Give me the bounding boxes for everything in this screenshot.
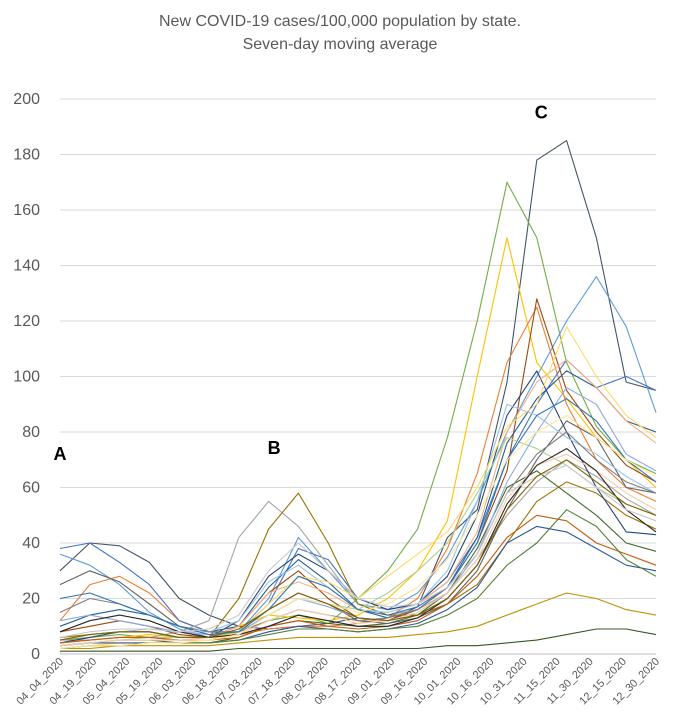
y-tick-label: 160: [13, 202, 40, 219]
series-line-7: [60, 459, 657, 641]
series-line-16: [59, 436, 657, 647]
series-line-26: [59, 448, 657, 638]
chart-title: New COVID-19 cases/100,000 population by…: [159, 13, 521, 30]
series-line-29: [59, 464, 657, 638]
series-line-23: [60, 628, 657, 652]
series-line-30: [59, 459, 657, 641]
series-line-3: [59, 237, 657, 644]
annotation-b: B: [268, 438, 281, 458]
y-tick-label: 100: [13, 369, 40, 386]
series-line-22: [60, 592, 657, 650]
series-line-8: [59, 298, 657, 638]
series-line-20: [59, 525, 657, 647]
series-line-25: [59, 453, 657, 647]
series-line-19: [59, 514, 657, 644]
y-tick-label: 180: [13, 147, 40, 164]
series-line-24: [59, 387, 657, 636]
series-line-9: [59, 481, 657, 638]
chart-subtitle: Seven-day moving average: [242, 36, 438, 53]
y-tick-label: 120: [13, 313, 40, 330]
y-tick-label: 20: [22, 591, 40, 608]
chart-title-block: New COVID-19 cases/100,000 population by…: [0, 10, 680, 56]
series-line-1: [59, 140, 657, 630]
series-line-21: [59, 509, 657, 650]
series-line-5: [59, 276, 657, 638]
y-tick-label: 200: [13, 91, 40, 108]
y-tick-label: 60: [22, 480, 40, 497]
annotation-a: A: [54, 444, 67, 464]
y-tick-label: 140: [13, 258, 40, 275]
y-tick-label: 40: [22, 535, 40, 552]
y-tick-label: 0: [31, 646, 40, 663]
series-line-10: [59, 370, 657, 644]
series-line-2: [59, 181, 657, 641]
y-axis-ticks: 0 20 40 60 80 100 120 140 160 180 200: [13, 91, 40, 663]
series-line-11: [59, 470, 657, 647]
annotation-c: C: [535, 102, 548, 122]
series-line-6: [59, 359, 657, 633]
x-axis-ticks: 04_04_202004_19_202005_04_202005_19_2020…: [14, 656, 662, 708]
series-lines: [59, 140, 657, 652]
series-line-15: [59, 403, 657, 641]
y-tick-label: 80: [22, 424, 40, 441]
series-line-27: [59, 398, 657, 636]
series-line-12: [59, 420, 657, 636]
series-line-28: [59, 414, 657, 650]
annotations: A B C: [54, 102, 548, 463]
series-line-4: [59, 306, 657, 636]
gridlines: [60, 98, 656, 655]
